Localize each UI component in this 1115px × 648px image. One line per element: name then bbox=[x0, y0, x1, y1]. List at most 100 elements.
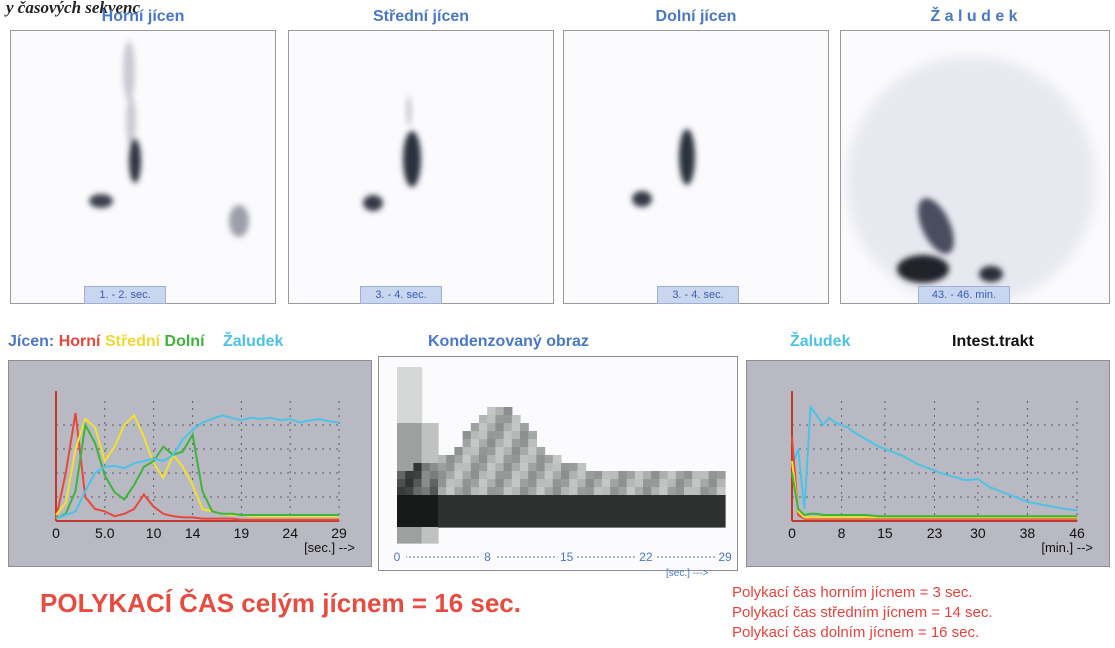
heatmap-cell bbox=[397, 455, 406, 464]
heatmap-cell bbox=[552, 455, 562, 464]
time-label-upper: 1. - 2. sec. bbox=[84, 286, 166, 304]
heatmap-cell bbox=[429, 519, 439, 528]
heatmap-cell bbox=[544, 455, 554, 464]
heatmap-cell bbox=[405, 527, 414, 536]
heatmap-cell bbox=[397, 431, 406, 440]
heatmap-cell bbox=[429, 487, 439, 496]
x-tick-label: 0 bbox=[788, 525, 796, 541]
heatmap-cell bbox=[462, 471, 472, 480]
heatmap-cell bbox=[700, 471, 710, 480]
heatmap-cell bbox=[454, 511, 464, 520]
heatmap-cell bbox=[675, 471, 685, 480]
heatmap-cell bbox=[479, 455, 488, 464]
heatmap-cell bbox=[413, 511, 423, 520]
heatmap-cell bbox=[454, 447, 464, 456]
swallow-time-middle: Polykací čas středním jícnem = 14 sec. bbox=[732, 604, 993, 621]
heatmap-cell bbox=[429, 479, 439, 488]
heatmap-cell bbox=[651, 479, 660, 488]
heatmap-cell bbox=[675, 495, 685, 504]
tick-bg bbox=[636, 549, 655, 564]
heatmap-cell bbox=[634, 519, 644, 528]
heatmap-cell bbox=[700, 519, 710, 528]
heatmap-cell bbox=[528, 455, 537, 464]
swallow-time-upper: Polykací čas horním jícnem = 3 sec. bbox=[732, 584, 973, 601]
heatmap-cell bbox=[675, 511, 685, 520]
heatmap-cell bbox=[602, 511, 611, 520]
heatmap-cell bbox=[487, 463, 496, 472]
heatmap-cell bbox=[495, 511, 505, 520]
heatmap-cell bbox=[602, 487, 611, 496]
x-tick-label: 38 bbox=[1020, 525, 1036, 541]
heatmap-cell bbox=[520, 519, 529, 528]
heatmap-cell bbox=[651, 519, 660, 528]
heatmap-cell bbox=[716, 511, 726, 520]
heatmap-cell bbox=[405, 399, 414, 408]
heatmap-cell bbox=[667, 503, 677, 512]
heatmap-cell bbox=[446, 519, 455, 528]
chart-esophagus-svg: 0 5.0 10 14 19 24 29[sec.] --> bbox=[52, 391, 355, 555]
heatmap-cell bbox=[503, 423, 513, 432]
heatmap-cell bbox=[405, 471, 414, 480]
heatmap-cell bbox=[470, 503, 480, 512]
heatmap-cell bbox=[479, 495, 488, 504]
heatmap-cell bbox=[503, 511, 513, 520]
heatmap-cell bbox=[421, 535, 431, 544]
heatmap-cell bbox=[438, 463, 447, 472]
x-tick-label: 19 bbox=[234, 525, 250, 541]
heatmap-cell bbox=[618, 495, 628, 504]
heatmap-cell bbox=[413, 535, 423, 544]
heatmap-cell bbox=[405, 367, 414, 376]
scan-middle-graphic bbox=[289, 31, 553, 303]
heatmap-cell bbox=[511, 503, 521, 512]
heatmap-cell bbox=[692, 519, 701, 528]
heatmap-cell bbox=[684, 479, 693, 488]
heatmap-cell bbox=[446, 471, 455, 480]
figure-caption: y časových sekvenc bbox=[6, 0, 141, 17]
heatmap-cell bbox=[593, 495, 603, 504]
heatmap-cell bbox=[487, 455, 496, 464]
heatmap-cell bbox=[503, 439, 513, 448]
heatmap-cell bbox=[561, 463, 570, 472]
heatmap-cell bbox=[544, 519, 554, 528]
heatmap-cell bbox=[684, 511, 693, 520]
heatmap-cell bbox=[503, 479, 513, 488]
heatmap-cell bbox=[413, 431, 423, 440]
heatmap-cell bbox=[405, 407, 414, 416]
series-line-middle bbox=[55, 413, 339, 518]
heatmap-cell bbox=[684, 519, 693, 528]
heatmap-cell bbox=[675, 503, 685, 512]
heatmap-cell bbox=[470, 479, 480, 488]
heatmap-cell bbox=[405, 415, 414, 424]
heatmap-cell bbox=[413, 463, 423, 472]
x-tick-label: 23 bbox=[927, 525, 943, 541]
heatmap-cell bbox=[552, 463, 562, 472]
heatmap-cell bbox=[552, 511, 562, 520]
heatmap-cell bbox=[413, 447, 423, 456]
heatmap-cell bbox=[405, 391, 414, 400]
heatmap-cell bbox=[438, 487, 447, 496]
image-title-stomach: Ž a l u d e k bbox=[930, 8, 1018, 25]
heatmap-cell bbox=[716, 503, 726, 512]
heatmap-cell bbox=[520, 463, 529, 472]
heatmap-cell bbox=[561, 479, 570, 488]
heatmap-cell bbox=[536, 479, 546, 488]
tick-bg bbox=[716, 549, 734, 564]
heatmap-cell bbox=[479, 431, 488, 440]
heatmap-cell bbox=[421, 503, 431, 512]
heatmap-cell bbox=[487, 447, 496, 456]
heatmap-cell bbox=[405, 511, 414, 520]
heatmap-cell bbox=[716, 519, 726, 528]
heatmap-cell bbox=[593, 487, 603, 496]
heatmap-cell bbox=[577, 503, 587, 512]
condensed-x-unit-label: [sec.] ---> bbox=[666, 568, 709, 579]
heatmap-cell bbox=[487, 495, 496, 504]
heatmap-cell bbox=[528, 503, 537, 512]
heatmap-cell bbox=[692, 503, 701, 512]
heatmap-cell bbox=[413, 495, 423, 504]
heatmap-cell bbox=[429, 431, 439, 440]
legend-esophagus: Jícen: Horní Střední Dolní Žaludek bbox=[8, 333, 283, 351]
heatmap-cell bbox=[610, 511, 619, 520]
heatmap-cell bbox=[520, 479, 529, 488]
heatmap-cell bbox=[561, 487, 570, 496]
heatmap-cell bbox=[528, 519, 537, 528]
